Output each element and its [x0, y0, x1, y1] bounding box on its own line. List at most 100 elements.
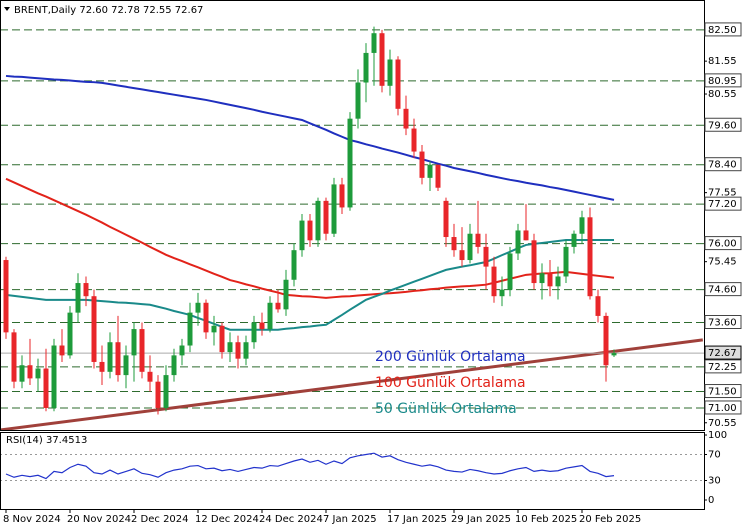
main-pane — [0, 0, 705, 431]
level-label: 73.60 — [708, 318, 737, 329]
level-label-box — [704, 157, 742, 172]
level-label: 74.60 — [708, 285, 737, 296]
x-tick-label: 7 Jan 2025 — [323, 514, 377, 525]
candle-body — [411, 128, 417, 152]
candle-body — [3, 260, 9, 333]
candle-body — [11, 332, 17, 382]
level-label-box — [704, 236, 742, 251]
candle-body — [275, 302, 281, 310]
x-tick-label: 20 Nov 2024 — [67, 514, 131, 525]
candle-body — [43, 368, 49, 408]
candle-body — [475, 233, 481, 247]
candle-body — [75, 283, 81, 313]
candle-body — [323, 200, 329, 234]
candle-body — [347, 118, 353, 208]
candle-body — [219, 325, 225, 353]
level-label-box — [704, 73, 742, 88]
candle-body — [83, 283, 89, 297]
candle-body — [499, 289, 505, 297]
level-label: 82.50 — [708, 25, 737, 36]
candle-body — [595, 296, 601, 316]
moving-average — [5, 74, 615, 201]
level-label: 78.40 — [708, 160, 737, 171]
candle-body — [555, 276, 561, 287]
x-tick-label: 17 Jan 2025 — [387, 514, 447, 525]
y-tick-label: 100 — [708, 430, 727, 441]
chart-title: BRENT,Daily 72.60 72.78 72.55 72.67 — [14, 5, 203, 16]
x-tick-label: 20 Feb 2025 — [579, 514, 641, 525]
candle-body — [435, 164, 441, 188]
level-label: 71.00 — [708, 403, 737, 414]
candle-body — [267, 302, 273, 330]
y-tick-label: 70.55 — [708, 418, 737, 429]
y-tick-label: 80.55 — [708, 89, 737, 100]
candle-body — [67, 312, 73, 356]
candle-body — [283, 279, 289, 310]
candle-body — [451, 237, 457, 251]
x-tick-label: 8 Nov 2024 — [3, 514, 61, 525]
x-tick-label: 10 Feb 2025 — [515, 514, 577, 525]
axes: BRENT,Daily 72.60 72.78 72.55 72.67 81.55… — [3, 5, 742, 525]
candle-body — [379, 33, 385, 86]
rsi-line — [5, 452, 615, 480]
last-price-label: 72.67 — [708, 348, 737, 359]
level-label-box — [704, 196, 742, 211]
candle-body — [315, 200, 321, 241]
level-label-box — [704, 384, 742, 399]
candle-body — [427, 164, 433, 178]
candle-body — [563, 246, 569, 277]
candle-body — [259, 322, 265, 330]
candle-body — [443, 200, 449, 238]
candle-body — [539, 273, 545, 284]
candle-body — [331, 184, 337, 234]
candle-body — [571, 233, 577, 247]
candle-body — [187, 312, 193, 346]
level-label-box — [704, 117, 742, 132]
candle-body — [107, 342, 113, 372]
candle-body — [227, 342, 233, 353]
trendline — [1, 338, 703, 430]
candle-body — [355, 82, 361, 119]
candle-body — [611, 353, 617, 356]
level-label: 79.60 — [708, 120, 737, 131]
candle-body — [467, 233, 473, 261]
y-tick-label: 81.55 — [708, 56, 737, 67]
candle-body — [403, 108, 409, 129]
level-label-box — [704, 359, 742, 374]
rsi-plot — [1, 452, 704, 481]
candle-body — [459, 250, 465, 261]
candle-body — [603, 315, 609, 366]
candle-body — [123, 355, 129, 376]
candle-body — [139, 329, 145, 372]
candle-body — [547, 273, 553, 287]
candle-body — [99, 361, 105, 372]
moving-average — [5, 238, 614, 331]
candle-body — [195, 302, 201, 313]
candle-body — [363, 52, 369, 83]
candle-body — [587, 217, 593, 297]
level-label: 71.50 — [708, 387, 737, 398]
candle-body — [163, 375, 169, 408]
candle-body — [395, 59, 401, 109]
level-label: 80.95 — [708, 76, 737, 87]
level-label: 77.20 — [708, 199, 737, 210]
menu-arrow — [4, 7, 10, 11]
x-tick-label: 29 Jan 2025 — [451, 514, 511, 525]
x-tick-label: 12 Dec 2024 — [195, 514, 259, 525]
last-price-box — [704, 345, 742, 360]
candle-body — [339, 184, 345, 208]
candle-body — [307, 220, 313, 241]
moving-average — [5, 177, 615, 299]
candle-body — [27, 365, 33, 379]
ma-label: 200 Günlük Ortalama — [375, 349, 526, 365]
level-label: 72.25 — [708, 362, 737, 373]
candle-body — [243, 342, 249, 359]
y-tick-label: 75.45 — [708, 257, 737, 268]
candle-body — [507, 253, 513, 290]
candle-body — [419, 151, 425, 178]
candle-body — [171, 355, 177, 376]
candle-body — [155, 381, 161, 408]
candle-body — [491, 266, 497, 297]
